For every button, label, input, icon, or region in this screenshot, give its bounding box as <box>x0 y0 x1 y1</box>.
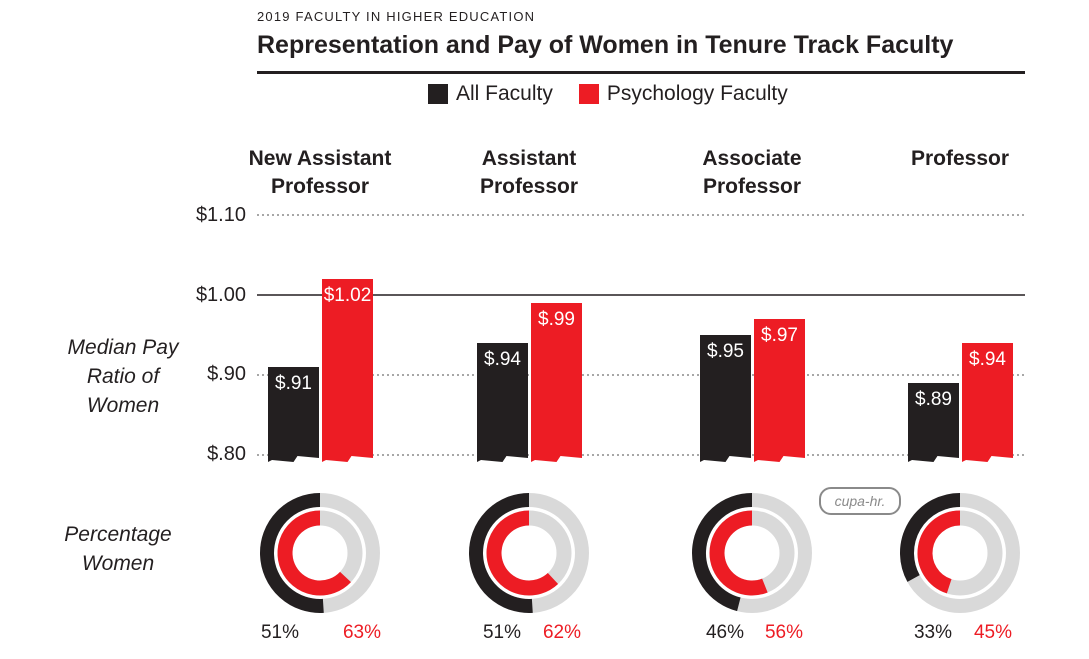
pct-all-faculty: 33% <box>913 622 953 643</box>
pct-psychology-faculty: 45% <box>973 622 1013 643</box>
bar-all-faculty <box>268 367 319 462</box>
donut-inner-psychology-faculty <box>277 510 351 596</box>
category-label-line: Professor <box>270 175 370 198</box>
bar-value-label: $1.02 <box>324 285 372 306</box>
y-tick-label: $.90 <box>207 363 246 385</box>
chart-kicker: 2019 FACULTY IN HIGHER EDUCATION <box>257 9 536 24</box>
donut-outer-all-faculty <box>692 493 753 612</box>
legend-label-all-faculty: All Faculty <box>456 82 553 105</box>
y-tick-label: $.80 <box>207 443 246 465</box>
legend: All Faculty Psychology Faculty <box>428 82 814 106</box>
pct-psychology-faculty: 62% <box>542 622 582 643</box>
pct-all-faculty: 46% <box>705 622 745 643</box>
donut-outer-all-faculty <box>900 493 961 582</box>
category-label-line: Professor <box>702 175 802 198</box>
donut-outer-all-faculty <box>469 493 533 613</box>
bar-psychology-faculty <box>754 319 805 462</box>
legend-item-psychology-faculty: Psychology Faculty <box>578 82 788 106</box>
category-label-line: New Assistant <box>248 147 392 170</box>
donut-inner-psychology-faculty <box>917 510 961 594</box>
category-label-line: Professor <box>910 147 1010 170</box>
y-tick-label: $1.10 <box>195 204 246 226</box>
bar-value-label: $.91 <box>275 373 312 394</box>
y-axis-label: Median Pay Ratio of Women <box>67 336 179 417</box>
legend-item-all-faculty: All Faculty <box>428 82 553 106</box>
percentage-women-label: Percentage Women <box>64 523 172 575</box>
bar-psychology-faculty <box>962 343 1013 462</box>
pct-psychology-faculty: 56% <box>764 622 804 643</box>
category-label-assistant-professor: Assistant Professor <box>429 145 629 201</box>
bar-psychology-faculty <box>322 279 373 462</box>
bar-value-label: $.94 <box>484 349 521 370</box>
pct-all-faculty: 51% <box>260 622 300 643</box>
bar-value-label: $.97 <box>761 325 798 346</box>
bar-all-faculty <box>700 335 751 462</box>
category-label-associate-professor: Associate Professor <box>652 145 852 201</box>
bar-value-label: $.89 <box>915 389 952 410</box>
category-label-professor: Professor <box>860 145 1060 173</box>
category-label-line: Professor <box>479 175 579 198</box>
category-label-line: Assistant <box>481 147 577 170</box>
pct-all-faculty: 51% <box>482 622 522 643</box>
chart-title: Representation and Pay of Women in Tenur… <box>257 31 954 59</box>
bar-all-faculty <box>908 383 959 462</box>
legend-label-psychology-faculty: Psychology Faculty <box>606 82 788 105</box>
y-tick-label: $1.00 <box>195 284 246 306</box>
cupa-hr-logo: cupa-hr. <box>819 487 901 515</box>
category-label-new-assistant-professor: New Assistant Professor <box>220 145 420 201</box>
bar-all-faculty <box>477 343 528 462</box>
pct-psychology-faculty: 63% <box>342 622 382 643</box>
bar-psychology-faculty <box>531 303 582 462</box>
donut-inner-psychology-faculty <box>486 510 559 596</box>
bar-value-label: $.95 <box>707 341 744 362</box>
bar-value-label: $.94 <box>969 349 1006 370</box>
donut-inner-psychology-faculty <box>709 510 768 596</box>
category-label-line: Associate <box>702 147 802 170</box>
donut-outer-all-faculty <box>260 493 324 613</box>
title-rule <box>257 71 1025 74</box>
legend-swatch-psychology-faculty <box>578 84 599 104</box>
legend-swatch-all-faculty <box>428 84 448 104</box>
bar-value-label: $.99 <box>538 309 575 330</box>
